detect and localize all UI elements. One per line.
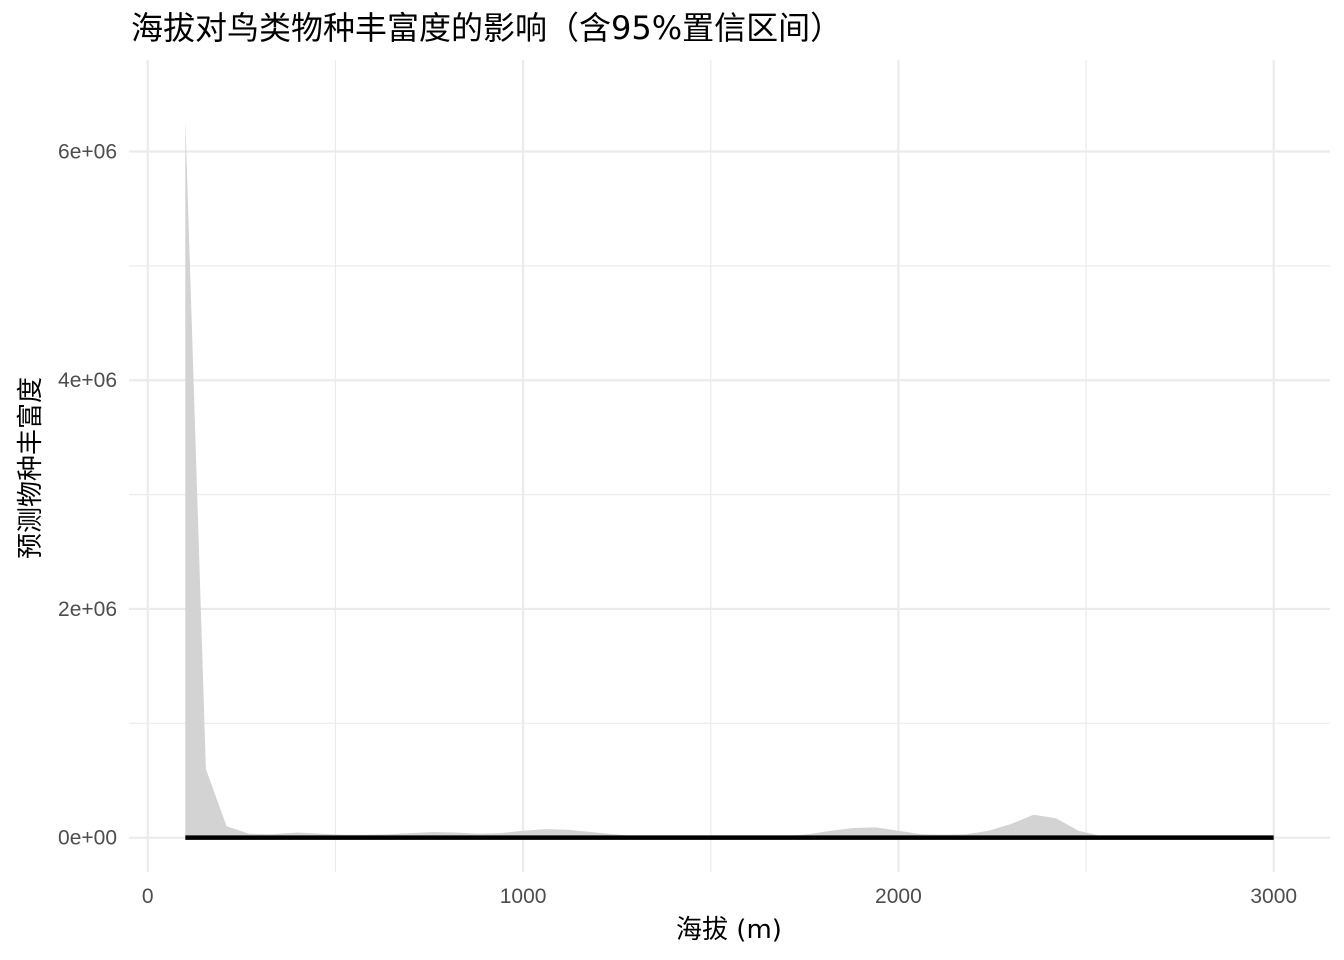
y-tick-label: 4e+06 <box>58 369 117 392</box>
y-tick-label: 6e+06 <box>58 140 117 163</box>
y-tick-label: 0e+00 <box>58 827 117 850</box>
x-tick-label: 2000 <box>875 885 922 908</box>
x-tick-label: 0 <box>142 885 154 908</box>
y-axis-title: 预测物种丰富度 <box>16 377 46 559</box>
y-tick-label: 2e+06 <box>58 598 117 621</box>
y-axis-ticks: 0e+00 2e+06 4e+06 6e+06 <box>58 140 117 849</box>
chart-title: 海拔对鸟类物种丰富度的影响（含95%置信区间） <box>131 9 842 47</box>
confidence-ribbon-layer <box>185 119 1274 838</box>
x-tick-label: 3000 <box>1250 885 1297 908</box>
x-tick-label: 1000 <box>500 885 547 908</box>
x-axis-ticks: 0 1000 2000 3000 <box>142 885 1297 908</box>
x-axis-title: 海拔 (m) <box>676 915 782 945</box>
confidence-ribbon <box>185 119 1274 838</box>
grid-major <box>129 60 1330 872</box>
grid-minor <box>129 60 1330 872</box>
